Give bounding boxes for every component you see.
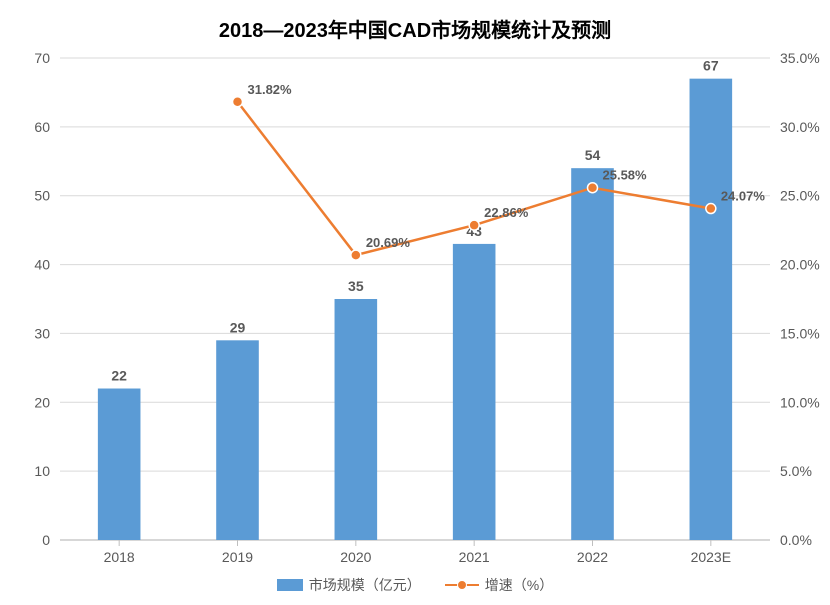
y-left-tick-label: 50 (34, 188, 50, 204)
y-left-tick-label: 30 (34, 325, 50, 341)
bar-value-label: 35 (348, 278, 364, 294)
x-tick-label: 2021 (459, 549, 490, 565)
y-left-tick-label: 40 (34, 257, 50, 273)
x-tick-label: 2019 (222, 549, 253, 565)
y-left-tick-label: 70 (34, 50, 50, 66)
legend-label-line: 增速（%） (485, 575, 553, 595)
bar (690, 79, 733, 540)
y-right-tick-label: 5.0% (780, 463, 812, 479)
y-right-tick-label: 0.0% (780, 532, 812, 548)
x-tick-label: 2018 (104, 549, 135, 565)
y-right-tick-label: 25.0% (780, 188, 820, 204)
y-right-tick-label: 30.0% (780, 119, 820, 135)
line-marker (706, 204, 716, 214)
bar (216, 340, 259, 540)
x-tick-label: 2023E (691, 549, 731, 565)
legend-item-line: 增速（%） (445, 575, 553, 595)
legend-swatch-line (445, 578, 479, 592)
bar (571, 168, 614, 540)
bar (98, 389, 141, 540)
line-value-label: 20.69% (366, 235, 411, 250)
y-right-tick-label: 35.0% (780, 50, 820, 66)
legend-label-bars: 市场规模（亿元） (309, 575, 421, 595)
line-marker (588, 183, 598, 193)
y-right-tick-label: 20.0% (780, 257, 820, 273)
line-marker (351, 250, 361, 260)
y-right-tick-label: 10.0% (780, 394, 820, 410)
y-left-tick-label: 0 (42, 532, 50, 548)
bar (453, 244, 496, 540)
line-marker (233, 97, 243, 107)
bar-value-label: 67 (703, 58, 719, 74)
legend-marker (457, 580, 467, 590)
chart-plot: 0 10 20 30 40 50 60 70 0.0% 5.0% 10.0% 15.0% 20.0% 25… (0, 0, 830, 605)
line-value-label: 25.58% (603, 168, 648, 183)
legend-swatch-bar (277, 579, 303, 591)
bar-value-label: 54 (585, 147, 601, 163)
y-left-tick-label: 20 (34, 394, 50, 410)
bar-value-label: 29 (230, 319, 246, 335)
line-value-label: 22.86% (484, 205, 529, 220)
line-marker (469, 220, 479, 230)
line-value-label: 24.07% (721, 189, 766, 204)
chart-title: 2018—2023年中国CAD市场规模统计及预测 (0, 14, 830, 43)
y-left-tick-label: 60 (34, 119, 50, 135)
chart-container: 2018—2023年中国CAD市场规模统计及预测 0 10 20 30 40 50 60 70… (0, 0, 830, 605)
legend: 市场规模（亿元） 增速（%） (0, 575, 830, 595)
legend-item-bars: 市场规模（亿元） (277, 575, 421, 595)
x-tick-label: 2020 (340, 549, 371, 565)
bar (335, 299, 378, 540)
y-right-tick-label: 15.0% (780, 325, 820, 341)
bar-value-label: 22 (111, 368, 127, 384)
x-tick-label: 2022 (577, 549, 608, 565)
line-value-label: 31.82% (248, 82, 293, 97)
y-left-tick-label: 10 (34, 463, 50, 479)
